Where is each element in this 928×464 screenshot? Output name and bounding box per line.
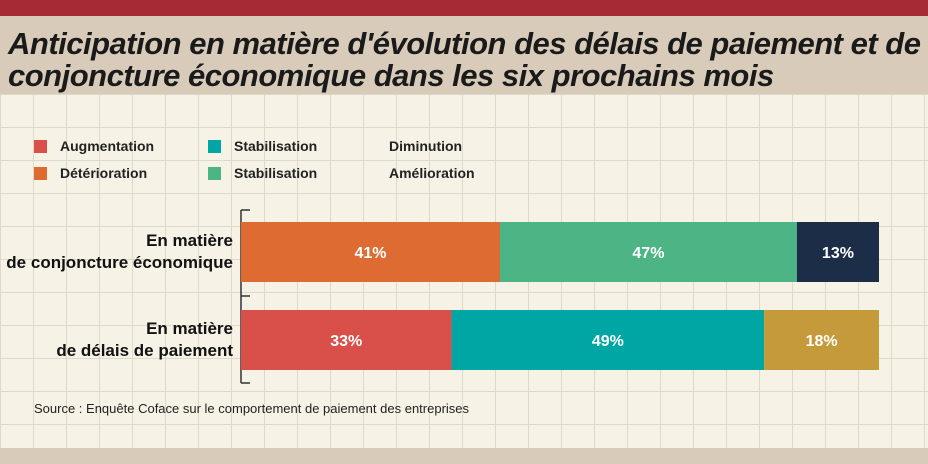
legend-swatch-augmentation — [34, 140, 47, 153]
legend-label-amelioration: Amélioration — [389, 165, 475, 181]
category-label-r0-l1: de conjoncture économique — [6, 253, 233, 272]
category-label-r1-l1: de délais de paiement — [56, 341, 233, 360]
legend-label-deterioration: Détérioration — [60, 165, 148, 181]
bar-segment-r0-s2 — [796, 222, 879, 282]
bar-segment-r1-s1 — [451, 310, 765, 370]
legend-swatch-deterioration — [34, 167, 47, 180]
title-band — [0, 16, 928, 94]
bar-segment-r1-s0 — [241, 310, 452, 370]
legend-label-stabilisation-1: Stabilisation — [234, 138, 318, 154]
bar-segment-r0-s0 — [241, 222, 500, 282]
data-label-r1-s2: 18% — [806, 333, 838, 350]
legend-swatch-stabilisation-green — [208, 167, 221, 180]
legend-swatch-stabilisation-teal — [208, 140, 221, 153]
bar-segment-r0-s1 — [499, 222, 797, 282]
category-label-r0-l0: En matière — [146, 231, 233, 250]
data-label-r1-s1: 49% — [592, 333, 624, 350]
data-label-r0-s1: 47% — [632, 245, 664, 262]
data-label-r0-s0: 41% — [354, 245, 386, 262]
chart-title-line-1: Anticipation en matière d'évolution des … — [8, 26, 928, 61]
data-label-r1-s0: 33% — [330, 333, 362, 350]
legend-label-stabilisation-2: Stabilisation — [234, 165, 318, 181]
data-label-r0-s2: 13% — [822, 245, 854, 262]
source-note: Source : Enquête Coface sur le comportem… — [34, 401, 470, 416]
bar-segment-r1-s2 — [764, 310, 879, 370]
category-label-r1-l0: En matière — [146, 319, 233, 338]
legend-label-augmentation: Augmentation — [60, 138, 155, 154]
top-accent-bar — [0, 0, 928, 16]
chart-title-line-2: conjoncture économique dans les six proc… — [8, 58, 774, 93]
bottom-band — [0, 448, 928, 464]
legend-label-diminution: Diminution — [389, 138, 463, 154]
